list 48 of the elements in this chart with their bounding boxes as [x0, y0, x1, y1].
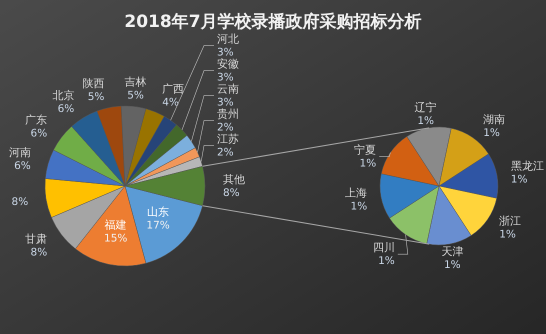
slice-label: 上海: [345, 186, 368, 200]
slice-label: 广东: [25, 113, 48, 126]
data-label: 2%: [217, 146, 234, 159]
slice-label: 宁夏: [354, 144, 376, 157]
data-label: 1%: [483, 126, 500, 139]
data-label: 6%: [14, 160, 31, 172]
slice-label: 其他: [223, 173, 245, 186]
slice-label: 河南: [8, 146, 31, 159]
data-label: 3%: [217, 46, 234, 59]
data-label: 15%: [104, 232, 128, 244]
slice-label: 河北: [217, 32, 239, 46]
slice-label: 江苏: [217, 132, 239, 146]
data-label: 4%: [162, 96, 179, 108]
data-label: 3%: [217, 72, 234, 84]
data-label: 8%: [30, 246, 48, 259]
slice-label: 辽宁: [414, 101, 437, 114]
slice-label: 贵州: [217, 108, 239, 121]
slice-label: 浙江: [499, 214, 522, 228]
slice-label: 黑龙江: [510, 160, 544, 173]
data-label: 5%: [127, 90, 144, 102]
slice-label: 甘肃: [25, 232, 48, 246]
slice-label: 北京: [52, 89, 74, 102]
data-label: 1%: [444, 258, 461, 271]
slice-label: 天津: [441, 244, 464, 258]
data-label: 8%: [223, 187, 240, 199]
slice-label: 云南: [217, 82, 239, 96]
data-label: 8%: [12, 196, 28, 208]
slice-label: 湖南: [483, 112, 506, 126]
data-label: 2%: [217, 122, 234, 134]
data-label: 1%: [360, 158, 376, 170]
data-label: 5%: [88, 91, 104, 103]
data-label: 1%: [510, 174, 528, 186]
slice-label: 山东: [147, 206, 170, 219]
slice-label: 陕西: [82, 77, 104, 90]
data-label: 6%: [58, 103, 74, 116]
data-label: 1%: [350, 200, 368, 212]
slice-label: 四川: [372, 241, 395, 254]
slice-label: 吉林: [124, 76, 147, 89]
slice-label: 广西: [162, 82, 184, 96]
data-label: 17%: [146, 220, 170, 232]
data-label: 1%: [417, 115, 434, 128]
chart-title: 2018年7月学校录播政府采购招标分析: [124, 12, 422, 32]
slice-label: 福建: [104, 218, 127, 232]
data-label: 1%: [499, 228, 516, 240]
data-label: 3%: [217, 96, 234, 109]
data-label: 6%: [30, 127, 48, 140]
data-label: 1%: [378, 255, 395, 268]
slice-label: 安徽: [217, 58, 239, 71]
